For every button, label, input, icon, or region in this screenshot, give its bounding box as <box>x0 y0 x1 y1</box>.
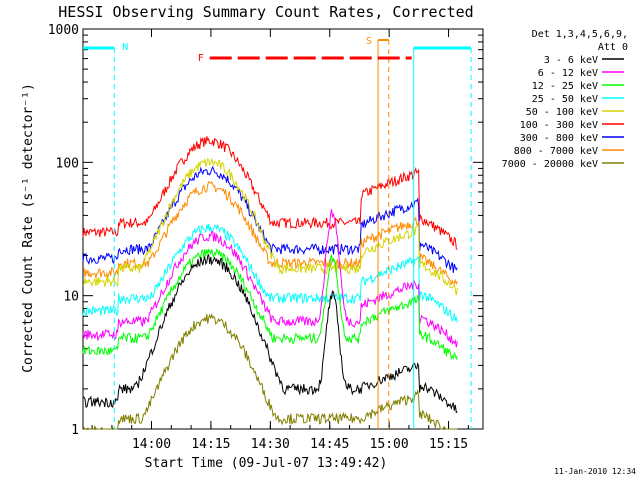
plot-frame <box>82 28 484 430</box>
x-tick-label: 14:15 <box>191 437 230 452</box>
legend-entry-label: 100 - 300 keV <box>520 120 598 131</box>
legend-entry-label: 3 - 6 keV <box>544 55 598 66</box>
y-tick-label: 10 <box>63 290 79 305</box>
series-line <box>82 253 458 414</box>
legend-entry-label: 12 - 25 keV <box>532 81 598 92</box>
series-line <box>82 209 458 348</box>
series-line <box>82 157 458 296</box>
annotation-n: N <box>122 42 128 53</box>
annotation-f: F <box>198 53 204 64</box>
y-tick-label: 1000 <box>48 23 79 38</box>
legend-entry-label: 800 - 7000 keV <box>514 146 598 157</box>
y-tick-label: 1 <box>71 423 79 438</box>
legend-entry-label: 6 - 12 keV <box>538 68 598 79</box>
annotation-s: S <box>366 36 372 47</box>
chart-title: HESSI Observing Summary Count Rates, Cor… <box>58 3 473 21</box>
legend-header: Att 0 <box>598 42 628 53</box>
series-line <box>82 223 458 323</box>
x-tick-label: 14:45 <box>310 437 349 452</box>
plot-area: 1 10 100 1000 14:00 14:15 14:30 14:45 15:00 15:15… <box>48 23 484 452</box>
legend-entry-label: 25 - 50 keV <box>532 94 598 105</box>
series-line <box>82 313 458 430</box>
timestamp: 11-Jan-2010 12:34 <box>554 467 636 476</box>
legend-header: Det 1,3,4,5,6,9, <box>532 29 628 40</box>
series-line <box>82 136 458 250</box>
legend-entry-label: 50 - 100 keV <box>526 107 598 118</box>
y-axis-label: Corrected Count Rate (s⁻¹ detector⁻¹) <box>21 83 36 373</box>
series-line <box>82 180 458 286</box>
x-tick-label: 14:30 <box>251 437 290 452</box>
x-axis-label: Start Time (09-Jul-07 13:49:42) <box>145 456 388 471</box>
x-tick-label: 14:00 <box>132 437 171 452</box>
x-tick-label: 15:00 <box>370 437 409 452</box>
legend: Det 1,3,4,5,6,9, Att 03 - 6 keV 6 - 12 keV… <box>502 29 628 170</box>
series-line <box>82 165 458 273</box>
series-line <box>82 248 458 361</box>
x-tick-label: 15:15 <box>429 437 468 452</box>
y-tick-label: 100 <box>56 156 79 171</box>
legend-entry-label: 7000 - 20000 keV <box>502 159 598 170</box>
legend-entry-label: 300 - 800 keV <box>520 133 598 144</box>
